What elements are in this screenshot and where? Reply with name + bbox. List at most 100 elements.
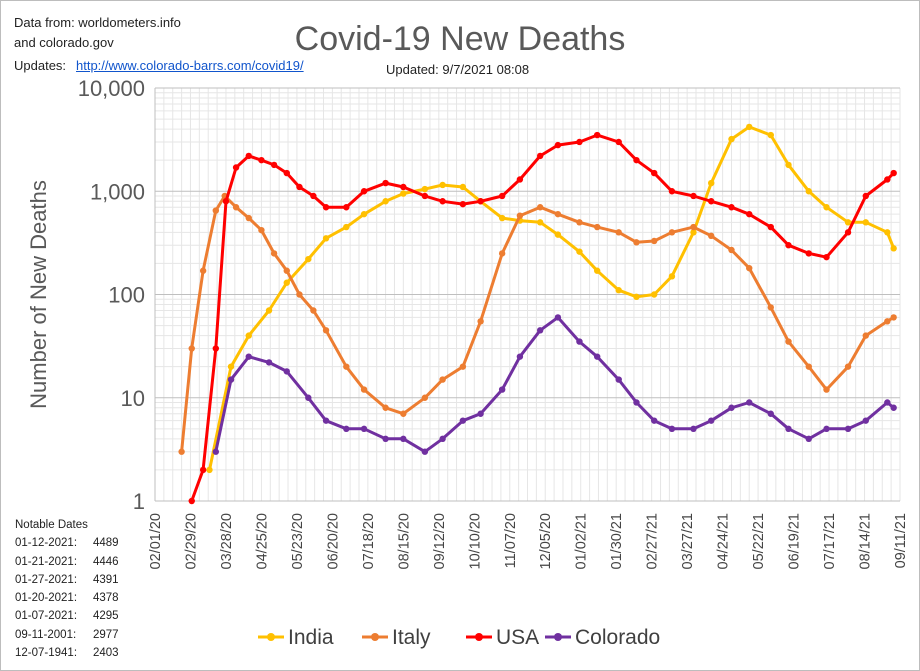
series-line-india bbox=[208, 125, 896, 471]
data-point-usa bbox=[516, 176, 524, 183]
data-point-usa bbox=[283, 169, 290, 177]
data-point-italy bbox=[296, 291, 303, 298]
x-tick-label: 05/22/21 bbox=[751, 513, 767, 569]
series-line-colorado bbox=[214, 315, 895, 454]
data-point-colorado bbox=[633, 399, 640, 406]
data-point-colorado bbox=[805, 435, 812, 443]
x-tick-label: 07/18/20 bbox=[361, 513, 377, 569]
legend-marker-italy bbox=[371, 633, 379, 641]
data-point-italy bbox=[884, 318, 891, 325]
data-point-india bbox=[459, 183, 467, 191]
data-point-usa bbox=[258, 156, 265, 164]
notable-value: 4295 bbox=[93, 610, 119, 623]
data-point-usa bbox=[270, 161, 278, 169]
data-point-india bbox=[265, 307, 273, 314]
updates-link[interactable]: http://www.colorado-barrs.com/covid19/ bbox=[76, 58, 304, 73]
data-point-usa bbox=[536, 152, 544, 160]
data-point-colorado bbox=[382, 435, 389, 443]
data-point-italy bbox=[708, 232, 715, 240]
data-point-india bbox=[382, 198, 389, 205]
data-point-usa bbox=[232, 164, 240, 171]
notable-date-row: 01-27-2021: 4391 bbox=[15, 571, 119, 589]
data-point-india bbox=[400, 190, 407, 197]
data-point-colorado bbox=[322, 417, 330, 424]
data-point-usa bbox=[360, 188, 368, 195]
x-tick-label: 01/30/21 bbox=[609, 513, 625, 569]
data-point-india bbox=[245, 332, 252, 339]
data-point-italy bbox=[322, 327, 330, 334]
data-point-colorado bbox=[890, 404, 897, 411]
data-point-colorado bbox=[305, 394, 312, 401]
notable-value: 2403 bbox=[93, 647, 119, 660]
data-point-colorado bbox=[421, 448, 429, 455]
data-point-india bbox=[728, 135, 735, 143]
data-point-italy bbox=[310, 307, 317, 314]
data-point-usa bbox=[343, 204, 350, 211]
notable-date-row: 12-07-1941: 2403 bbox=[15, 644, 119, 662]
data-point-colorado bbox=[728, 404, 735, 411]
data-point-colorado bbox=[498, 386, 506, 393]
data-point-usa bbox=[805, 250, 812, 257]
data-point-india bbox=[576, 248, 583, 255]
data-point-india bbox=[668, 273, 676, 280]
data-point-italy bbox=[270, 250, 278, 257]
data-point-colorado bbox=[862, 417, 869, 424]
data-point-colorado bbox=[668, 425, 676, 433]
data-point-italy bbox=[844, 363, 852, 370]
data-point-india bbox=[421, 185, 429, 193]
data-point-italy bbox=[188, 345, 195, 352]
data-point-colorado bbox=[767, 410, 774, 417]
data-point-italy bbox=[615, 229, 622, 236]
data-point-italy bbox=[785, 338, 792, 345]
data-point-usa bbox=[844, 229, 852, 236]
y-axis-label: Number of New Deaths bbox=[26, 180, 51, 409]
notable-date-row: 09-11-2001: 2977 bbox=[15, 626, 119, 644]
notable-date: 01-07-2021: bbox=[15, 610, 78, 623]
data-point-india bbox=[823, 204, 830, 211]
data-point-italy bbox=[651, 237, 658, 245]
data-point-italy bbox=[516, 212, 524, 219]
y-tick-label: 1,000 bbox=[90, 179, 145, 204]
data-point-italy bbox=[459, 363, 467, 370]
data-point-india bbox=[785, 161, 792, 169]
data-point-india bbox=[360, 210, 368, 218]
data-point-colorado bbox=[746, 399, 753, 406]
notable-dates: Notable Dates 01-12-2021: 4489 01-21-2021:… bbox=[15, 516, 119, 662]
source-text: Data from: worldometers.info bbox=[14, 15, 181, 30]
data-point-colorado bbox=[844, 425, 852, 433]
data-point-usa bbox=[459, 200, 467, 208]
data-point-colorado bbox=[593, 353, 601, 360]
data-point-india bbox=[227, 363, 235, 370]
y-tick-label: 10,000 bbox=[78, 76, 145, 101]
notable-date: 09-11-2001: bbox=[15, 628, 77, 641]
notable-dates-list: 01-12-2021: 4489 01-21-2021: 4446 01-27-2021… bbox=[15, 534, 119, 662]
notable-value: 4391 bbox=[93, 573, 119, 586]
data-point-usa bbox=[862, 192, 869, 200]
data-point-colorado bbox=[516, 353, 524, 360]
data-point-usa bbox=[884, 176, 891, 183]
x-tick-label: 02/01/20 bbox=[148, 513, 164, 569]
x-tick-label: 09/11/21 bbox=[893, 513, 909, 568]
legend-marker-colorado bbox=[554, 633, 562, 641]
data-point-india bbox=[633, 293, 640, 301]
data-point-usa bbox=[188, 497, 195, 505]
data-point-usa bbox=[400, 183, 407, 191]
data-point-colorado bbox=[343, 425, 350, 433]
data-point-italy bbox=[477, 318, 484, 325]
data-point-italy bbox=[633, 239, 640, 246]
data-point-italy bbox=[283, 267, 290, 274]
data-point-usa bbox=[477, 198, 484, 205]
updates-label: Updates: bbox=[14, 58, 67, 73]
data-point-india bbox=[805, 188, 812, 195]
data-point-usa bbox=[708, 198, 715, 205]
data-point-india bbox=[767, 131, 774, 139]
data-point-italy bbox=[382, 404, 389, 411]
data-point-italy bbox=[593, 223, 601, 231]
data-point-italy bbox=[862, 332, 869, 339]
data-point-india bbox=[305, 255, 312, 263]
data-point-usa bbox=[690, 192, 697, 200]
data-point-india bbox=[844, 219, 852, 226]
notable-date: 12-07-1941: bbox=[15, 647, 78, 660]
data-point-usa bbox=[728, 204, 735, 211]
